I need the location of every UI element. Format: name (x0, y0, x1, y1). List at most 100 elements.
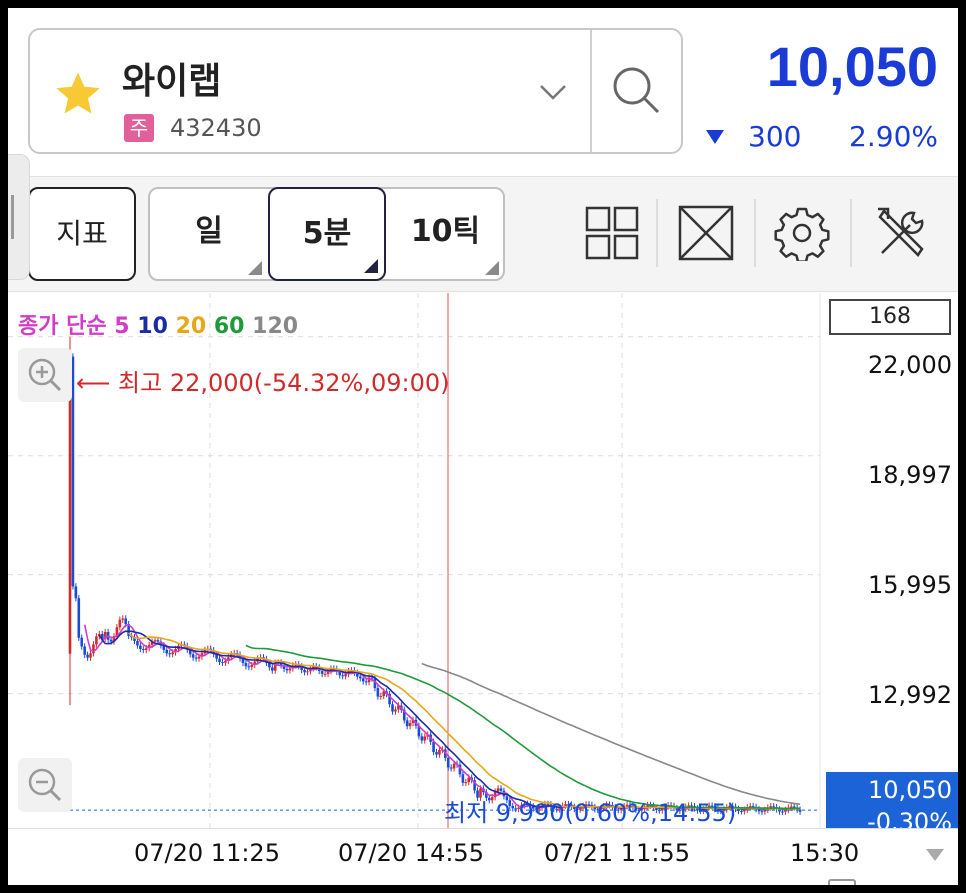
candle-body (464, 782, 468, 784)
candle-body (142, 648, 145, 650)
candle-body (394, 709, 397, 712)
arrow-left-icon: ⟵ (76, 369, 111, 397)
candle-body (675, 808, 679, 811)
candle-body (127, 624, 130, 636)
candle-body (646, 804, 649, 807)
candle-body (153, 640, 157, 642)
tools-icon[interactable] (874, 205, 930, 261)
side-panel-handle[interactable] (8, 154, 30, 280)
candle-body (364, 681, 368, 683)
candle-body (772, 806, 775, 808)
candle-body (461, 774, 465, 783)
candle-body (405, 720, 409, 727)
candle-body (628, 804, 632, 806)
candle-body (526, 803, 529, 805)
period-day[interactable]: 일 (150, 187, 268, 281)
candle-body (265, 658, 268, 663)
candle-body (593, 807, 597, 810)
candle-body (798, 809, 802, 812)
candle-body (619, 808, 623, 811)
chart-canvas (8, 293, 958, 885)
candle-body (699, 810, 702, 812)
divider (590, 30, 592, 152)
layout-grid-icon[interactable] (584, 205, 640, 261)
settings-gear-icon[interactable] (774, 205, 830, 261)
candle-body (156, 640, 160, 642)
candle-body (511, 805, 515, 809)
search-button[interactable] (592, 30, 683, 152)
candle-body (567, 804, 570, 806)
candle-body (238, 654, 242, 659)
ma20-label: 20 (175, 314, 207, 339)
period-label: 일 (195, 214, 223, 249)
candle-body (452, 763, 456, 769)
current-price-tag-value: 10,050 (868, 776, 952, 804)
candle-body (397, 705, 400, 710)
candle-body (306, 671, 309, 673)
candle-body (197, 656, 201, 659)
moving-average-120-line (421, 662, 801, 805)
candle-body (655, 807, 658, 811)
stock-selector[interactable]: 와이랩 주 432430 (28, 28, 683, 154)
candle-body (722, 809, 726, 812)
candle-body (435, 752, 438, 755)
zoom-out-icon (28, 768, 62, 802)
chevron-down-icon[interactable] (538, 80, 568, 104)
volume-box[interactable]: 168 (829, 299, 951, 335)
search-icon (613, 67, 660, 114)
candle-body (634, 807, 638, 810)
candle-body (144, 648, 148, 650)
candle-body (68, 356, 72, 654)
zoom-out-button[interactable] (18, 758, 72, 812)
candle-body (171, 652, 174, 655)
candle-body (373, 678, 377, 689)
candle-body (763, 809, 767, 812)
candle-body (221, 661, 224, 663)
divider (754, 199, 756, 267)
candle-body (379, 695, 383, 697)
divider (656, 199, 658, 267)
candle-body (449, 767, 453, 769)
period-5min[interactable]: 5분 (268, 187, 386, 281)
zoom-in-button[interactable] (18, 348, 72, 402)
candle-body (599, 808, 602, 810)
indicator-button[interactable]: 지표 (28, 187, 136, 281)
candle-body (200, 653, 204, 657)
scroll-down-icon[interactable] (926, 849, 944, 861)
candle-body (112, 636, 116, 642)
candle-body (514, 808, 517, 810)
candle-body (344, 674, 347, 677)
candle-body (323, 673, 327, 675)
favorite-star-icon[interactable] (52, 68, 104, 120)
candle-body (552, 806, 556, 809)
candle-body (748, 806, 752, 808)
high-price-annotation: ⟵ 최고 22,000(-54.32%,09:00) (76, 363, 450, 398)
candle-body (490, 797, 494, 801)
candle-body (241, 658, 245, 663)
candle-body (121, 618, 125, 620)
candle-body (80, 637, 84, 647)
current-price: 10,050 (766, 35, 938, 98)
ma-legend: 종가 단순 5 10 20 60 120 (18, 308, 298, 340)
candle-body (740, 811, 743, 813)
candle-body (118, 619, 122, 628)
candle-body (370, 677, 374, 679)
fullscreen-icon[interactable] (678, 205, 734, 261)
candle-body (792, 806, 796, 808)
candle-body (168, 653, 171, 655)
candle-body (640, 808, 644, 811)
candle-body (417, 725, 421, 737)
candle-body (247, 666, 251, 668)
candle-body (637, 809, 641, 811)
candle-body (784, 810, 787, 812)
candle-body (124, 618, 128, 625)
market-badge: 주 (124, 114, 154, 142)
candle-body (476, 790, 479, 798)
candle-body (361, 678, 365, 682)
ma60-label: 60 (213, 314, 245, 339)
candle-body (710, 805, 714, 807)
candle-body (139, 645, 142, 649)
price-chart[interactable]: 종가 단순 5 10 20 60 120 168 22,000 18,997 1… (8, 293, 958, 885)
period-10tick[interactable]: 10틱 (386, 187, 505, 281)
resize-handle[interactable] (828, 879, 856, 885)
